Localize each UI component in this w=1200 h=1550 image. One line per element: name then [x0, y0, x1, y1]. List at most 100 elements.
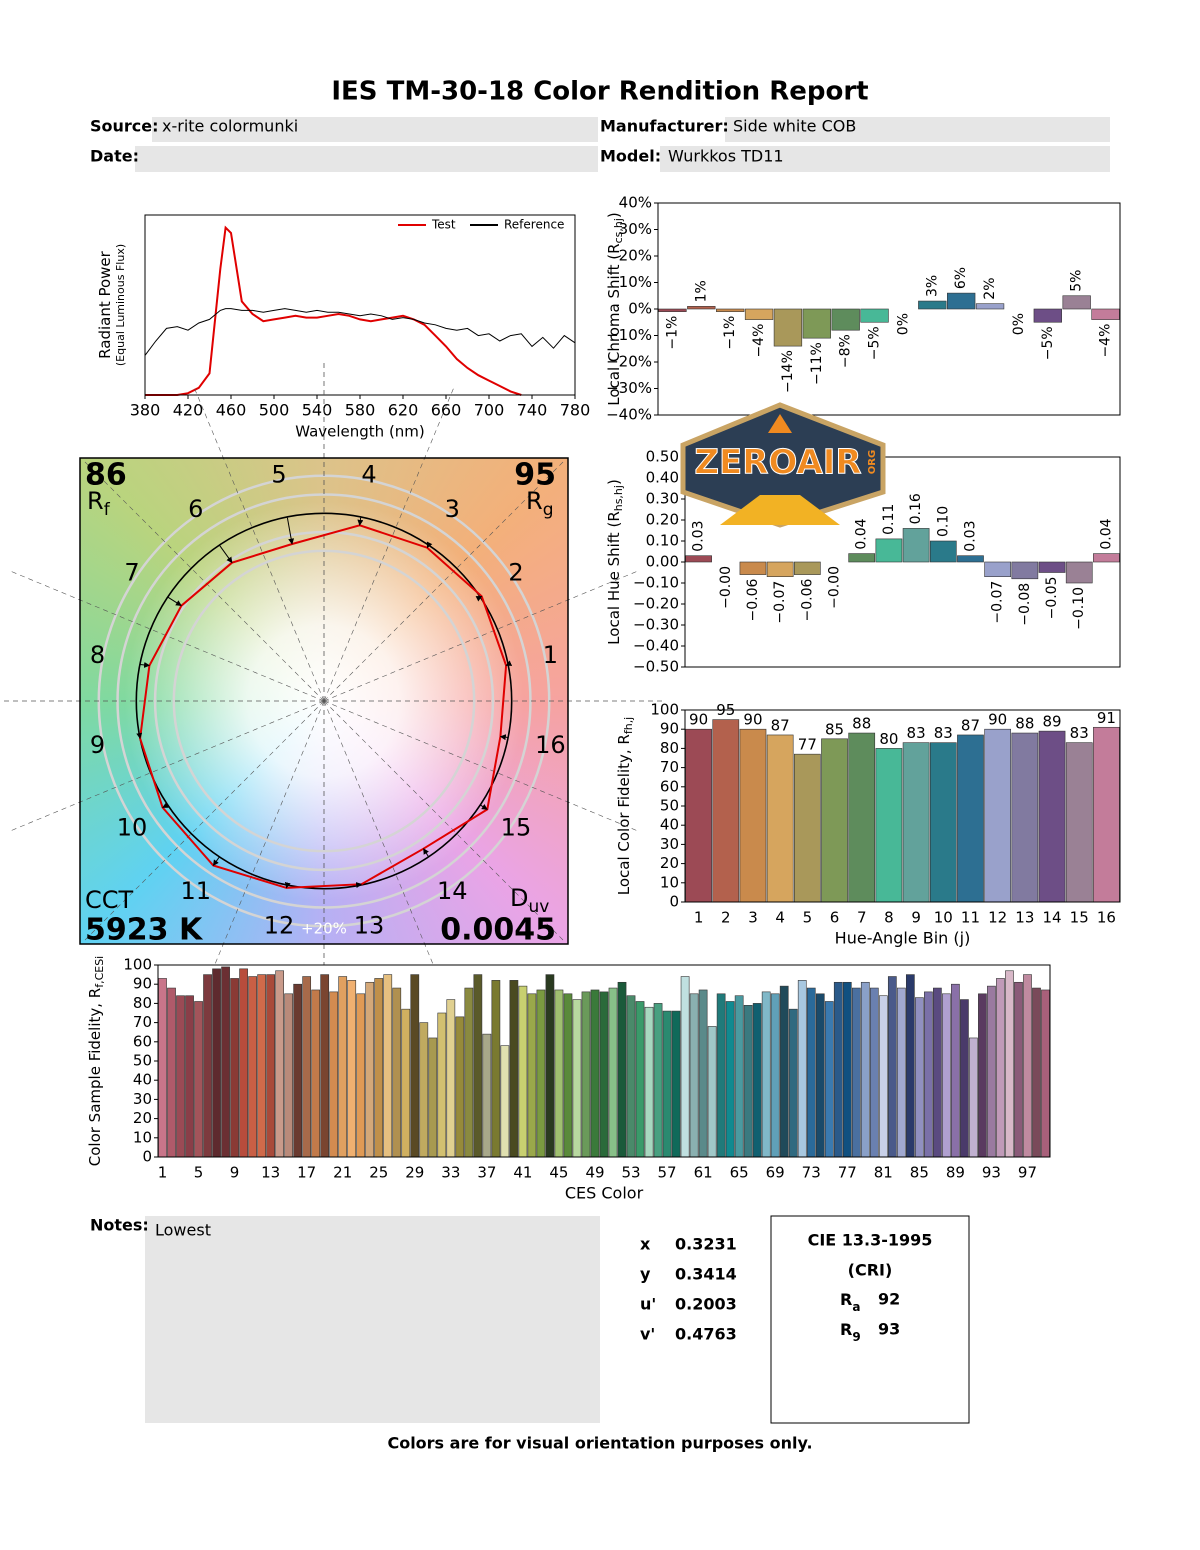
shift-arrow: [286, 517, 295, 545]
x-tick-label: 540: [302, 401, 333, 420]
shift-arrow: [212, 856, 221, 866]
value-label: 3%: [924, 275, 940, 297]
bar: [554, 989, 564, 1158]
bar: [446, 999, 456, 1158]
bar: [869, 987, 879, 1158]
bar: [167, 987, 176, 1158]
bar: [572, 999, 582, 1158]
bar: [896, 987, 906, 1158]
bar: [806, 987, 816, 1158]
bar: [707, 1026, 717, 1158]
axis-label: (Equal Luminous Flux): [114, 244, 127, 366]
y-tick-label: −40%: [606, 406, 652, 424]
axis-label: Radiant Power: [96, 250, 114, 359]
y-tick-label: 100: [650, 701, 679, 719]
bar: [680, 976, 690, 1158]
bar: [793, 753, 821, 903]
bar: [860, 308, 889, 323]
bar: [987, 985, 996, 1158]
cri-box: [770, 1215, 970, 1424]
bar: [929, 742, 957, 903]
y-tick-label: −0.40: [633, 637, 679, 655]
value-label: 0%: [895, 313, 911, 335]
bar: [491, 980, 501, 1158]
y-tick-label: 0.10: [646, 532, 679, 550]
rf-label: Rf: [87, 487, 111, 520]
bar: [293, 983, 303, 1158]
bar: [842, 981, 852, 1158]
bar: [1033, 308, 1062, 323]
x-tick-label: 53: [621, 1164, 640, 1182]
bar: [947, 292, 976, 310]
bar: [365, 981, 375, 1158]
value-label: 0.11: [881, 504, 897, 535]
chromaticity-value: 0.3231: [675, 1235, 737, 1254]
bar: [957, 734, 984, 903]
label-part: R: [840, 1290, 852, 1309]
label-subscript: uv: [528, 897, 549, 917]
bar: [996, 978, 1005, 1158]
x-tick-label: 37: [477, 1164, 496, 1182]
bar: [902, 528, 930, 563]
bar: [933, 987, 942, 1158]
bar: [739, 728, 767, 903]
label-part: R: [87, 487, 104, 515]
value-label: 90: [743, 711, 762, 729]
notes-text: Lowest: [155, 1221, 211, 1240]
value-label: 90: [988, 711, 1007, 729]
cct-value: 5923 K: [85, 913, 204, 948]
value-label: −1%: [664, 316, 680, 350]
bin-divider: [9, 700, 325, 832]
bar: [687, 306, 716, 310]
x-tick-label: 6: [830, 909, 840, 927]
bar: [788, 1008, 798, 1158]
x-axis-label: Hue-Angle Bin (j): [835, 929, 971, 948]
x-tick-label: 780: [560, 401, 591, 420]
label-part: R: [840, 1320, 852, 1339]
chromaticity-label: y: [640, 1265, 651, 1284]
reference-circle: [135, 512, 513, 890]
bar: [185, 995, 194, 1158]
plot-frame: [684, 709, 1121, 903]
x-tick-label: 620: [388, 401, 419, 420]
y-tick-label: 0%: [628, 300, 652, 318]
value-label: 5%: [1069, 270, 1085, 292]
y-tick-label: 90: [133, 975, 152, 993]
bar: [374, 978, 384, 1158]
bar: [1093, 726, 1120, 903]
bin-divider: [9, 570, 325, 702]
guide-ring: [153, 530, 495, 872]
chromaticity-value: 0.2003: [675, 1295, 737, 1314]
x-tick-label: 17: [297, 1164, 316, 1182]
value-label: −0.07: [990, 581, 1006, 624]
bar: [698, 989, 708, 1158]
x-tick-label: 93: [982, 1164, 1001, 1182]
duv-label: Duv: [510, 884, 549, 917]
bar: [802, 308, 831, 339]
bin-divider: [323, 700, 455, 1016]
y-tick-label: 90: [660, 720, 679, 738]
bar: [410, 974, 420, 1158]
value-label: −8%: [838, 334, 854, 368]
bar: [658, 308, 687, 312]
bar: [975, 303, 1005, 310]
axis-label: Local Chroma Shift (Rcs,hj): [605, 212, 626, 406]
x-tick-label: 500: [259, 401, 290, 420]
bar: [284, 993, 294, 1158]
bar: [957, 555, 984, 563]
label-part: Local Hue Shift (R: [605, 511, 623, 645]
shift-arrow: [284, 881, 291, 889]
bar: [590, 989, 600, 1158]
x-tick-label: 12: [988, 909, 1007, 927]
value-label: 2%: [982, 277, 998, 299]
x-tick-label: 420: [173, 401, 204, 420]
label-part: Local Chroma Shift (R: [605, 243, 623, 405]
bar: [918, 300, 947, 310]
bar: [392, 987, 402, 1158]
value-label: 85: [825, 720, 844, 738]
bar: [848, 553, 876, 563]
bar: [716, 308, 745, 312]
x-tick-label: 380: [130, 401, 161, 420]
x-tick-label: 41: [513, 1164, 532, 1182]
bar: [779, 985, 789, 1158]
